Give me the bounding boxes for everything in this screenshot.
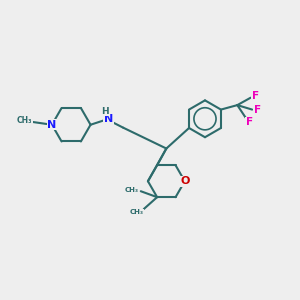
Text: CH₃: CH₃ (125, 187, 139, 193)
Text: F: F (252, 91, 259, 101)
Text: F: F (246, 117, 253, 127)
Text: N: N (104, 114, 113, 124)
Text: CH₃: CH₃ (129, 209, 143, 215)
Text: CH₃: CH₃ (17, 116, 32, 125)
Text: O: O (180, 176, 190, 186)
Text: H: H (101, 106, 108, 116)
Text: F: F (254, 105, 261, 115)
Text: N: N (47, 120, 56, 130)
